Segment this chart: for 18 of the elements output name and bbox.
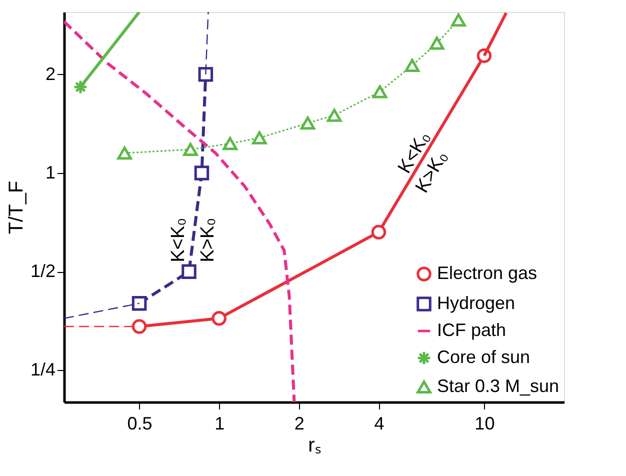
legend-label: Core of sun [437,347,530,367]
y-axis-title: T/T_F [5,180,28,234]
legend-label: Star 0.3 M_sun [437,376,560,396]
x-axis-title: rₛ [308,434,321,456]
y-tick-label: 1/4 [30,360,56,380]
x-tick-label: 2 [294,414,304,434]
annotation: K>K₀ [198,218,218,262]
x-tick-label: 1 [214,414,225,434]
annotation: K<K₀ [168,218,189,262]
legend-label: Electron gas [437,263,538,283]
y-tick-label: 2 [45,64,56,84]
x-tick-label: 0.5 [127,414,152,434]
x-tick-label: 10 [474,414,495,434]
x-tick-label: 4 [374,414,384,434]
y-tick-label: 1 [45,162,56,182]
legend-label: Hydrogen [437,293,516,313]
legend-label: ICF path [437,320,506,340]
y-tick-label: 1/2 [30,261,56,282]
